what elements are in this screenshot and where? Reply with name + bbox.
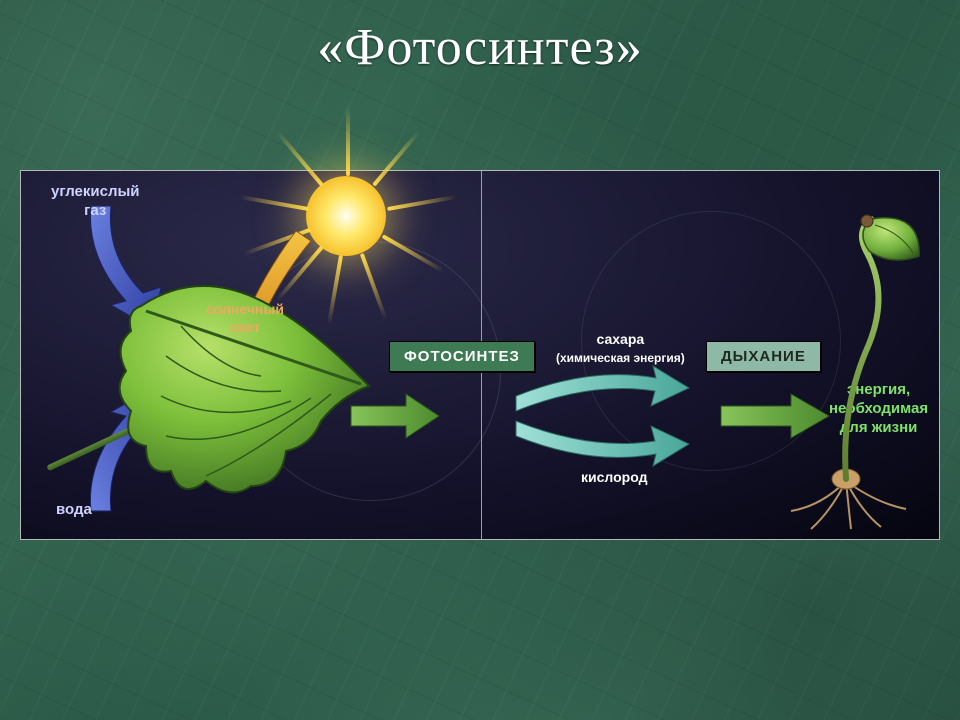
text: вода [56,501,92,518]
text: (химическая энергия) [556,351,685,365]
text: сахара [597,331,645,347]
arrow-oxygen [511,411,691,466]
photosynthesis-diagram: углекислый газ солнечный свет вода ФОТОС… [20,170,940,540]
arrow-to-photosynthesis [351,391,441,441]
text: газ [84,202,106,219]
text: солнечный [206,301,284,317]
label-oxygen: кислород [581,469,647,487]
sprout-icon [771,211,921,531]
text: кислород [581,469,647,485]
label-sunlight: солнечный свет [206,301,284,336]
slide-title: «Фотосинтез» [0,18,960,77]
label-sugars: сахара (химическая энергия) [556,331,685,366]
label-co2: углекислый газ [51,183,140,221]
text: свет [230,319,261,335]
text: ФОТОСИНТЕЗ [404,348,520,365]
label-water: вода [56,501,92,520]
text: углекислый [51,183,140,200]
